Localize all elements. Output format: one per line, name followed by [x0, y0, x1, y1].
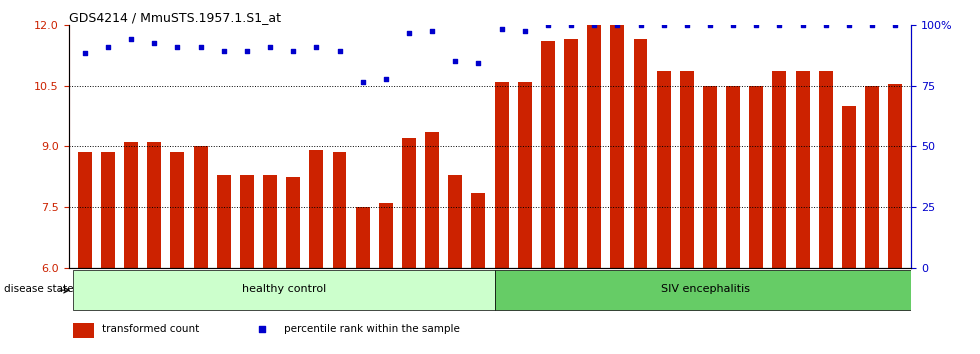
Text: healthy control: healthy control [242, 284, 326, 294]
Bar [101, 153, 115, 268]
Point [401, 30, 416, 36]
Bar [772, 72, 786, 268]
Point [378, 77, 394, 82]
Text: percentile rank within the sample: percentile rank within the sample [283, 324, 460, 334]
Point [494, 26, 510, 32]
Point [749, 22, 764, 28]
Point [355, 79, 370, 84]
Bar [74, 270, 495, 310]
Point [285, 48, 301, 54]
Bar [402, 138, 416, 268]
Point [771, 22, 787, 28]
Bar [263, 175, 277, 268]
Point [100, 44, 116, 50]
Bar [194, 146, 208, 268]
Text: transformed count: transformed count [102, 324, 200, 334]
Point [263, 44, 278, 50]
Point [123, 36, 139, 42]
Text: SIV encephalitis: SIV encephalitis [661, 284, 750, 294]
Point [424, 28, 440, 34]
Bar [517, 81, 532, 268]
Bar [240, 175, 254, 268]
Text: GDS4214 / MmuSTS.1957.1.S1_at: GDS4214 / MmuSTS.1957.1.S1_at [69, 11, 280, 24]
Point [725, 22, 741, 28]
Point [470, 61, 486, 66]
Bar [888, 84, 903, 268]
Point [795, 22, 810, 28]
Bar [495, 81, 509, 268]
Bar [796, 72, 809, 268]
Bar [611, 25, 624, 268]
Point [77, 50, 93, 56]
Point [216, 48, 231, 54]
Point [564, 22, 579, 28]
Bar [633, 39, 648, 268]
Bar [77, 153, 92, 268]
Point [309, 44, 324, 50]
Bar [332, 153, 347, 268]
Point [170, 44, 185, 50]
Bar [217, 175, 230, 268]
Bar [379, 203, 393, 268]
Bar [865, 86, 879, 268]
Point [679, 22, 695, 28]
Bar [541, 41, 555, 268]
Point [818, 22, 834, 28]
Point [255, 326, 270, 332]
Bar [657, 72, 670, 268]
Bar [171, 153, 184, 268]
Point [864, 22, 880, 28]
Point [633, 22, 649, 28]
Text: disease state: disease state [4, 284, 74, 294]
Bar [564, 39, 578, 268]
Point [610, 22, 625, 28]
Bar [356, 207, 369, 268]
Point [887, 22, 903, 28]
Bar [286, 177, 300, 268]
Bar [147, 142, 162, 268]
Point [702, 22, 717, 28]
Bar [703, 86, 717, 268]
Bar [680, 72, 694, 268]
Bar [310, 150, 323, 268]
Point [516, 28, 532, 34]
Bar [425, 132, 439, 268]
Bar [842, 106, 856, 268]
Bar [124, 142, 138, 268]
Point [448, 58, 464, 64]
Bar [750, 86, 763, 268]
Bar [818, 72, 833, 268]
Point [586, 22, 602, 28]
Point [331, 48, 347, 54]
Bar [448, 175, 463, 268]
Point [146, 40, 162, 46]
Bar [726, 86, 740, 268]
Point [193, 44, 209, 50]
Bar [471, 193, 485, 268]
Bar [587, 25, 601, 268]
Bar [73, 323, 94, 338]
Bar [495, 270, 916, 310]
Point [841, 22, 857, 28]
Point [540, 22, 556, 28]
Point [656, 22, 671, 28]
Point [239, 48, 255, 54]
